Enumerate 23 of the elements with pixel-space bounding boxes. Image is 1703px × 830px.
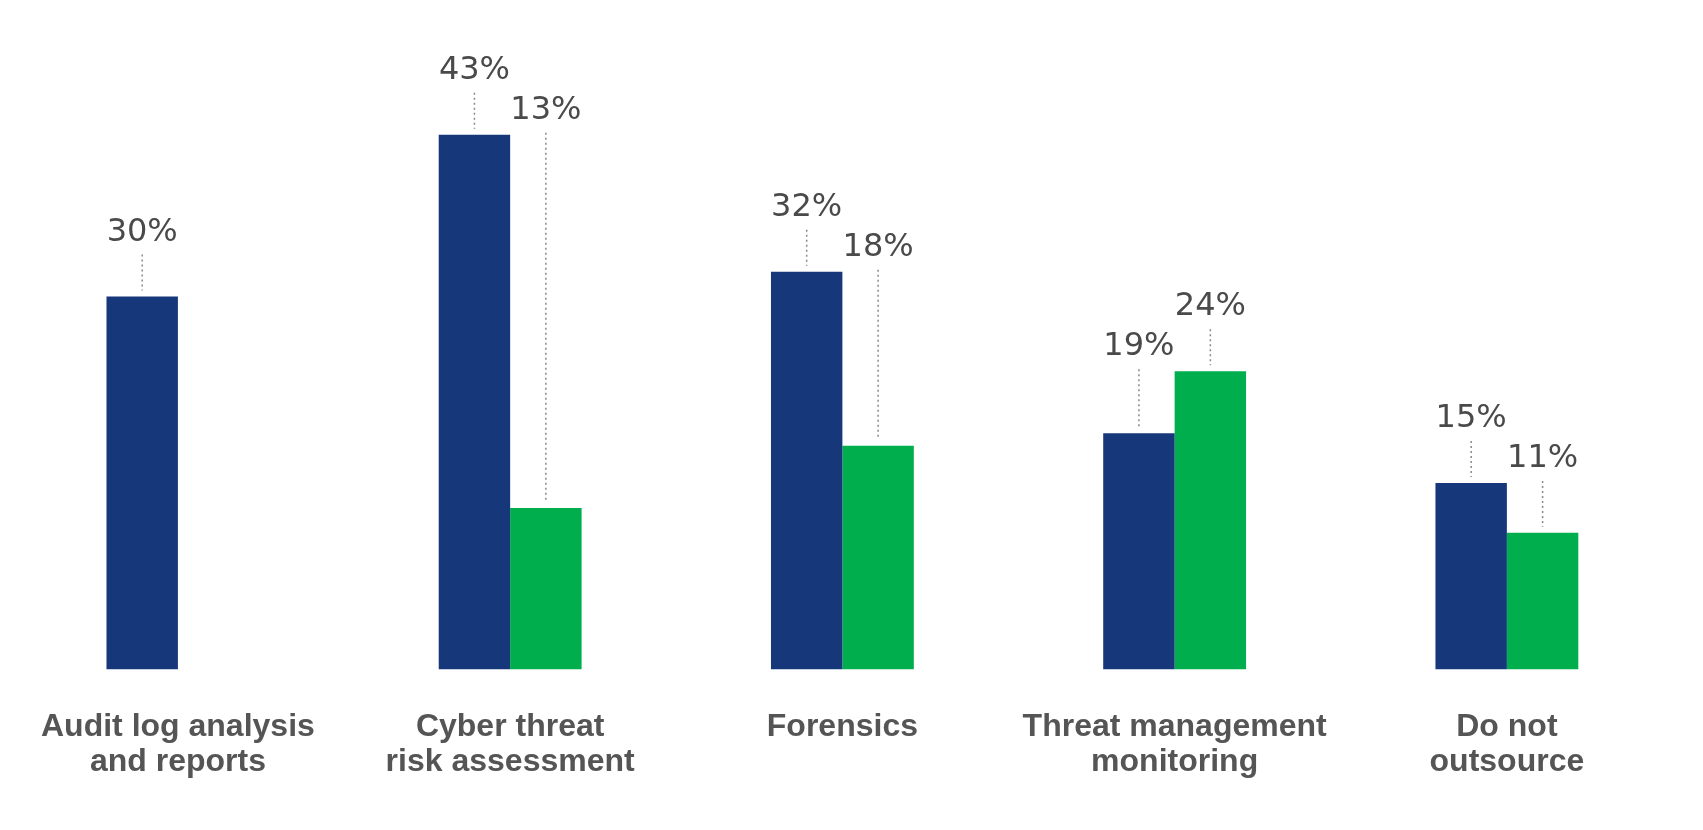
data-label: 18% — [842, 225, 914, 264]
bar — [1506, 532, 1579, 670]
data-label: 32% — [771, 185, 843, 224]
x-tick-label: Forensics — [766, 707, 918, 744]
data-label: 15% — [1435, 397, 1507, 436]
data-label: 43% — [438, 49, 510, 88]
bar — [510, 507, 582, 670]
data-label: 24% — [1174, 285, 1246, 324]
bar — [1435, 483, 1507, 670]
bar — [1174, 371, 1247, 670]
bar — [438, 134, 511, 670]
x-tick-label: Cyber threat risk assessment — [385, 707, 636, 779]
x-tick-label: Do not outsource — [1429, 707, 1585, 779]
data-label: 19% — [1103, 325, 1175, 364]
data-label: 11% — [1507, 437, 1579, 476]
x-tick-label: Audit log analysis and reports — [41, 707, 315, 779]
bar — [770, 271, 843, 670]
x-tick-label: Threat management monitoring — [1022, 707, 1328, 779]
bar — [842, 445, 914, 670]
data-label: 13% — [510, 89, 582, 128]
bar — [106, 296, 178, 670]
bar — [1103, 433, 1175, 670]
data-label: 30% — [106, 210, 178, 249]
